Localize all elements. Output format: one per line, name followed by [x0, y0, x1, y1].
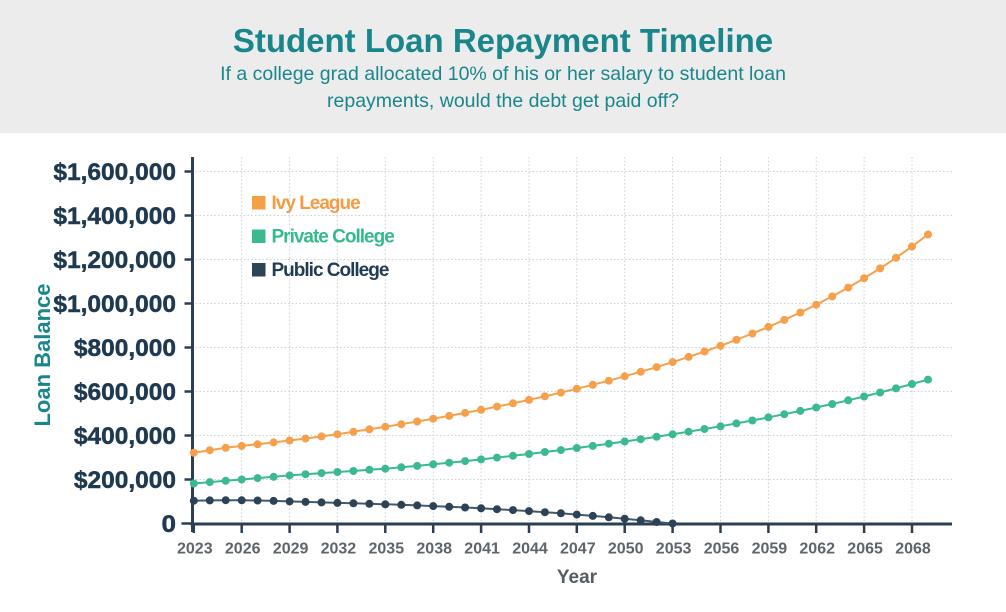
svg-text:$1,000,000: $1,000,000 [53, 291, 176, 318]
svg-text:Private College: Private College [272, 226, 395, 247]
svg-text:$200,000: $200,000 [74, 467, 176, 494]
svg-text:2053: 2053 [656, 541, 692, 558]
svg-text:Ivy League: Ivy League [272, 193, 361, 214]
svg-text:Loan Balance: Loan Balance [30, 283, 55, 426]
svg-text:2059: 2059 [752, 541, 788, 558]
svg-text:$800,000: $800,000 [74, 335, 176, 362]
svg-text:2032: 2032 [321, 541, 357, 558]
svg-text:2029: 2029 [273, 541, 309, 558]
svg-text:0: 0 [162, 511, 177, 538]
svg-text:2026: 2026 [225, 541, 261, 558]
svg-text:Public College: Public College [272, 260, 389, 281]
svg-text:$1,200,000: $1,200,000 [53, 247, 176, 274]
svg-text:2044: 2044 [512, 541, 548, 558]
svg-text:2065: 2065 [847, 541, 883, 558]
svg-text:2062: 2062 [799, 541, 835, 558]
svg-text:2035: 2035 [369, 541, 405, 558]
svg-text:$600,000: $600,000 [74, 379, 176, 406]
svg-text:2068: 2068 [895, 541, 931, 558]
svg-text:2047: 2047 [560, 541, 596, 558]
svg-text:2041: 2041 [464, 541, 500, 558]
svg-text:2056: 2056 [704, 541, 740, 558]
svg-text:$400,000: $400,000 [74, 423, 176, 450]
svg-text:2038: 2038 [416, 541, 452, 558]
svg-text:2050: 2050 [608, 541, 644, 558]
svg-text:$1,600,000: $1,600,000 [53, 159, 176, 186]
svg-text:2023: 2023 [177, 541, 213, 558]
svg-text:$1,400,000: $1,400,000 [53, 203, 176, 230]
svg-text:Year: Year [557, 567, 598, 588]
